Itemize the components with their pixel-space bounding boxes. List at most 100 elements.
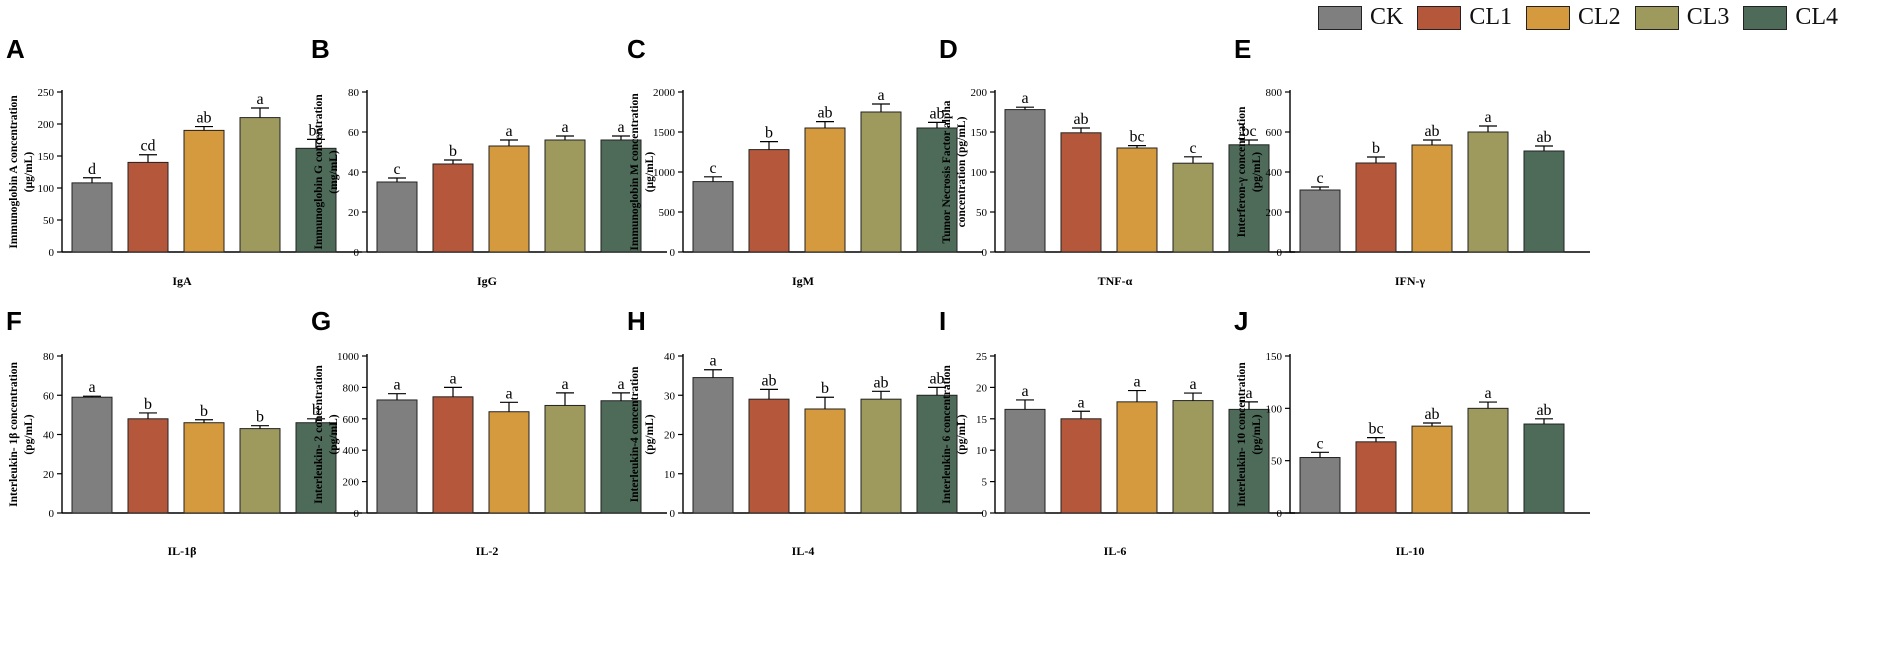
y-tick-label: 1000 bbox=[337, 351, 360, 363]
x-axis-label: TNF-α bbox=[1098, 274, 1133, 288]
significance-letter: d bbox=[88, 161, 96, 178]
bar-ck bbox=[692, 181, 734, 253]
legend-swatch-cl4 bbox=[1743, 5, 1788, 30]
y-tick-label: 50 bbox=[1271, 456, 1283, 468]
panel-letter: D bbox=[939, 34, 958, 64]
y-tick-label: 600 bbox=[343, 414, 360, 426]
y-tick-label: 50 bbox=[976, 207, 988, 219]
bar-cl4 bbox=[600, 139, 642, 253]
panel-letter: E bbox=[1234, 34, 1251, 64]
significance-letter: a bbox=[449, 370, 456, 387]
y-tick-label: 40 bbox=[43, 430, 55, 442]
y-tick-label: 0 bbox=[354, 247, 360, 259]
y-axis-label-line: (μg/mL) bbox=[644, 152, 656, 193]
bar-cl1 bbox=[127, 161, 169, 253]
significance-letter: ab bbox=[817, 105, 832, 122]
y-axis-label: Immunoglobin M concentration (μg/mL) bbox=[629, 93, 656, 251]
y-axis-label: Immunoglobin G concentration (mg/mL) bbox=[313, 94, 340, 250]
bar-cl2 bbox=[488, 145, 530, 253]
significance-letter: a bbox=[1021, 383, 1028, 400]
significance-letter: a bbox=[617, 119, 624, 136]
significance-letter: cd bbox=[140, 138, 155, 155]
significance-letter: bc bbox=[1241, 123, 1256, 140]
significance-letter: a bbox=[617, 376, 624, 393]
y-tick-label: 200 bbox=[38, 119, 55, 131]
y-tick-label: 0 bbox=[982, 508, 988, 520]
y-tick-label: 5 bbox=[982, 477, 988, 489]
y-tick-label: 0 bbox=[1277, 247, 1283, 259]
y-tick-label: 1000 bbox=[653, 167, 676, 179]
y-axis-label: Interleukin- 1β concentration (pg/mL) bbox=[8, 362, 35, 507]
y-tick-label: 30 bbox=[664, 390, 676, 402]
bar-cl3 bbox=[239, 117, 281, 253]
bar-ck bbox=[376, 399, 418, 514]
legend-item-cl4: CL4 bbox=[1743, 4, 1838, 31]
y-tick-label: 2000 bbox=[653, 87, 676, 99]
y-axis-label-line: Interleukin-4 concentration bbox=[629, 366, 641, 502]
bar-cl3 bbox=[239, 428, 281, 514]
bar-cl2 bbox=[1116, 401, 1158, 514]
bar-ck bbox=[1299, 457, 1341, 514]
y-tick-label: 150 bbox=[1266, 351, 1283, 363]
bar-cl2 bbox=[1411, 144, 1453, 253]
bar-cl3 bbox=[544, 139, 586, 253]
significance-letter: ab bbox=[1536, 129, 1551, 146]
significance-letter: a bbox=[877, 87, 884, 104]
bar-cl4 bbox=[1523, 150, 1565, 253]
y-tick-label: 60 bbox=[348, 127, 360, 139]
bar-cl4 bbox=[1228, 408, 1270, 514]
significance-letter: b bbox=[256, 409, 264, 426]
bar-cl3 bbox=[1172, 162, 1214, 253]
significance-letter: a bbox=[1189, 376, 1196, 393]
significance-letter: ab bbox=[1536, 402, 1551, 419]
y-tick-label: 0 bbox=[982, 247, 988, 259]
significance-letter: a bbox=[1484, 109, 1491, 126]
x-axis-label: IgA bbox=[172, 274, 192, 288]
y-tick-label: 800 bbox=[1266, 87, 1283, 99]
significance-letter: a bbox=[1484, 385, 1491, 402]
y-tick-label: 500 bbox=[659, 207, 676, 219]
significance-letter: c bbox=[709, 160, 716, 177]
y-tick-label: 20 bbox=[664, 430, 676, 442]
bar-ck bbox=[1299, 189, 1341, 253]
y-axis-label-line: Interleukin- 6 concentration bbox=[941, 365, 953, 504]
bar-cl1 bbox=[1355, 441, 1397, 514]
y-axis-label-line: Immunoglobin A concentration bbox=[8, 95, 20, 249]
x-axis-label: IL-2 bbox=[476, 544, 499, 558]
legend-swatch-ck bbox=[1318, 5, 1362, 30]
y-tick-label: 200 bbox=[1266, 207, 1283, 219]
x-axis-label: IFN-γ bbox=[1395, 274, 1426, 288]
bar-cl3 bbox=[1172, 400, 1214, 514]
y-tick-label: 20 bbox=[976, 382, 988, 394]
y-axis-label: Interleukin-4 concentration (pg/mL) bbox=[629, 366, 656, 502]
significance-letter: c bbox=[1189, 140, 1196, 157]
y-axis-label: Interferon-γ concentration (pg/mL) bbox=[1236, 106, 1263, 237]
bar-cl4 bbox=[916, 394, 958, 514]
significance-letter: ab bbox=[929, 105, 944, 122]
x-axis-label: IL-6 bbox=[1104, 544, 1127, 558]
significance-letter: b bbox=[821, 380, 829, 397]
panel-letter: H bbox=[627, 306, 646, 336]
significance-letter: ab bbox=[929, 370, 944, 387]
y-axis-label-line: Interleukin- 2 concentration bbox=[313, 365, 325, 504]
significance-letter: ab bbox=[761, 372, 776, 389]
y-axis-label-line: (μg/mL) bbox=[23, 152, 35, 193]
bar-cl3 bbox=[1467, 131, 1509, 253]
y-axis-label: Interleukin- 6 concentration (pg/mL) bbox=[941, 365, 968, 504]
x-axis-label: IL-10 bbox=[1396, 544, 1425, 558]
significance-letter: b bbox=[200, 403, 208, 420]
legend-label-cl4: CL4 bbox=[1795, 4, 1839, 30]
bar-cl2 bbox=[1116, 147, 1158, 253]
bar-ck bbox=[376, 181, 418, 253]
y-tick-label: 25 bbox=[976, 351, 988, 363]
y-tick-label: 100 bbox=[971, 167, 988, 179]
y-tick-label: 0 bbox=[670, 508, 676, 520]
y-axis-label-line: (pg/mL) bbox=[1251, 152, 1263, 192]
bar-cl1 bbox=[432, 396, 474, 514]
y-tick-label: 0 bbox=[670, 247, 676, 259]
bar-cl2 bbox=[804, 408, 846, 514]
